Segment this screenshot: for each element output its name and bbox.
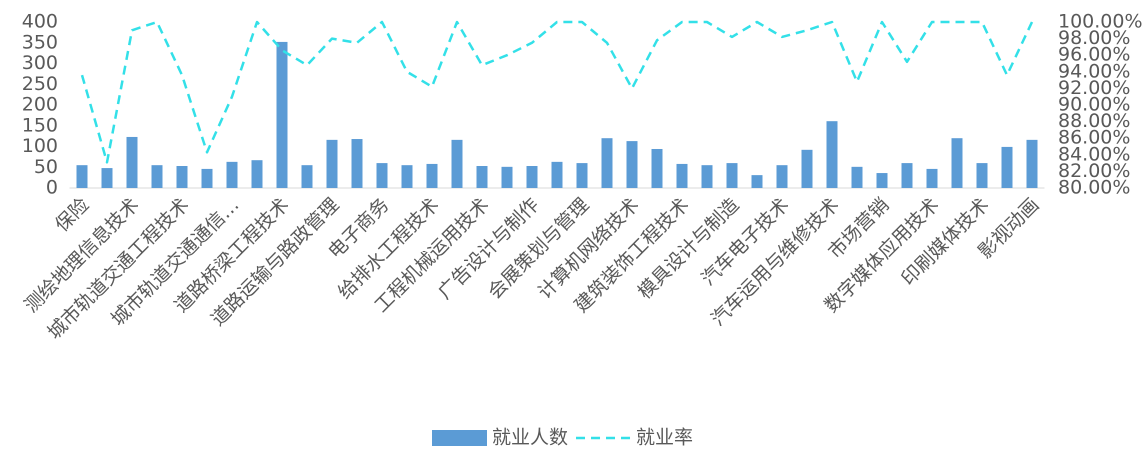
legend-label: 就业率 [636,427,693,449]
bar [776,165,788,188]
y2-tick-label: 86.00% [1058,127,1130,149]
bar [351,139,363,188]
bar [226,161,238,188]
y2-tick-label: 84.00% [1058,143,1130,165]
y2-tick-label: 98.00% [1058,27,1130,49]
y-tick-label: 50 [34,156,58,178]
bar [376,163,388,188]
bar [76,165,88,188]
y2-tick-label: 100.00% [1058,11,1143,33]
bar [551,161,563,188]
y-tick-label: 100 [22,135,58,157]
x-tick-label: 保险 [51,194,93,236]
y-tick-label: 200 [22,94,58,116]
bar [751,175,763,188]
bar [126,136,138,188]
bar [526,166,538,188]
bar [976,163,988,188]
bar [301,165,313,188]
bar [701,165,713,188]
bar [576,163,588,188]
y-tick-label: 400 [22,11,58,33]
legend-label: 就业人数 [492,427,568,449]
bar [651,148,663,188]
y2-tick-label: 88.00% [1058,110,1130,132]
bar [476,166,488,188]
y-tick-label: 250 [22,73,58,95]
bar [251,160,263,188]
bar [501,166,513,188]
bar [876,173,888,188]
bar [926,168,938,188]
y2-tick-label: 92.00% [1058,77,1130,99]
bar [326,139,338,188]
y-tick-label: 300 [22,52,58,74]
bar [626,141,638,188]
y2-tick-label: 80.00% [1058,177,1130,199]
y-tick-label: 150 [22,114,58,136]
legend-swatch [432,430,487,446]
bar [951,138,963,188]
y2-tick-label: 90.00% [1058,94,1130,116]
bar [176,166,188,188]
bar [201,168,213,188]
bar [1001,146,1013,188]
y-tick-label: 350 [22,31,58,53]
bar [601,138,613,188]
y-tick-label: 0 [46,177,58,199]
y2-tick-label: 96.00% [1058,44,1130,66]
bar [101,168,113,188]
bar [851,166,863,188]
bar [1026,139,1038,188]
line [80,20,1034,164]
y2-tick-label: 94.00% [1058,60,1130,82]
bar [826,121,838,188]
bar [801,149,813,188]
bar [901,163,913,188]
bar [276,41,288,188]
bar [401,165,413,188]
bar [151,165,163,188]
bar [426,163,438,188]
bar [451,139,463,188]
bar [676,163,688,188]
bar [726,163,738,188]
y2-tick-label: 82.00% [1058,160,1130,182]
